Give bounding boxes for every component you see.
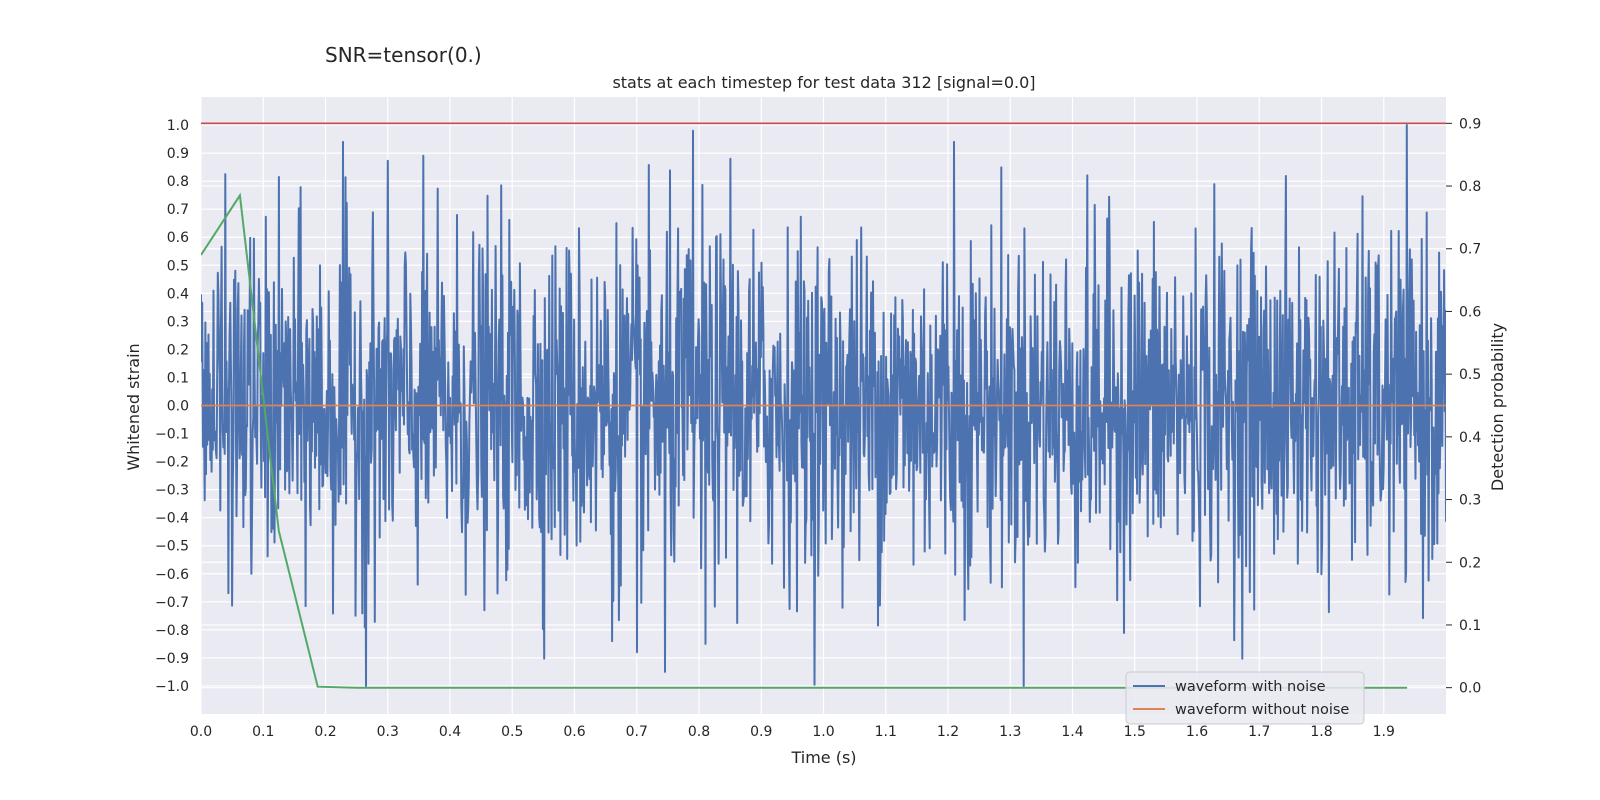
- y-tick-label-left: −0.9: [155, 651, 189, 667]
- legend: waveform with noise waveform without noi…: [1125, 671, 1365, 725]
- y-tick-label-right: 0.6: [1459, 304, 1481, 320]
- chart-title: stats at each timestep for test data 312…: [612, 73, 1035, 92]
- y-tick-label-left: −0.2: [155, 455, 189, 471]
- x-tick-label: 1.1: [875, 724, 897, 740]
- x-tick-label: 1.6: [1186, 724, 1208, 740]
- x-axis-label: Time (s): [790, 748, 856, 767]
- y-tick-label-left: −0.4: [155, 511, 189, 527]
- y-tick-label-left: −0.8: [155, 623, 189, 639]
- y-tick-label-right: 0.5: [1459, 367, 1481, 383]
- x-tick-label: 1.0: [812, 724, 834, 740]
- legend-label-clean: waveform without noise: [1175, 702, 1349, 718]
- suptitle: SNR=tensor(0.): [325, 43, 482, 67]
- x-tick-label: 1.2: [937, 724, 959, 740]
- x-tick-label: 1.5: [1124, 724, 1146, 740]
- series-detection-probability: [201, 192, 1408, 689]
- x-ticks: 0.0 0.1 0.2 0.3 0.4 0.5 0.6 0.7 0.8 0.9 1.0 1.1 1.2 1…: [190, 724, 1395, 740]
- y-axis-label-left: Whitened strain: [124, 343, 143, 470]
- x-tick-label: 1.7: [1248, 724, 1270, 740]
- x-tick-label: 0.5: [501, 724, 523, 740]
- y-tick-label-left: −0.6: [155, 567, 189, 583]
- x-tick-label: 0.4: [439, 724, 461, 740]
- y-tick-label-left: 0.2: [167, 342, 189, 358]
- legend-label-noisy: waveform with noise: [1175, 679, 1326, 695]
- y-tick-label-left: 0.5: [167, 258, 189, 274]
- y-tick-label-right: 0.4: [1459, 430, 1481, 446]
- x-tick-label: 0.9: [750, 724, 772, 740]
- x-tick-label: 1.4: [1061, 724, 1083, 740]
- y-tick-label-left: −1.0: [155, 679, 189, 695]
- y-tick-label-right: 0.8: [1459, 179, 1481, 195]
- series-waveform-with-noise: [201, 124, 1446, 687]
- y-tick-label-left: 0.7: [167, 202, 189, 218]
- y-tick-label-right: 0.3: [1459, 493, 1481, 509]
- y-tick-label-left: −0.1: [155, 427, 189, 443]
- y-tick-label-left: −0.7: [155, 595, 189, 611]
- x-tick-label: 0.6: [563, 724, 585, 740]
- y-tick-label-right: 0.0: [1459, 681, 1481, 697]
- y-tick-label-right: 0.2: [1459, 555, 1481, 571]
- legend-box: [1125, 671, 1365, 725]
- y-tick-label-left: 1.0: [167, 118, 189, 134]
- y-tick-label-right: 0.1: [1459, 618, 1481, 634]
- y-ticks-left: 1.0 0.9 0.8 0.7 0.6 0.5 0.4 0.3 0.2 0.1 0.0 −0.1 −0.…: [155, 118, 189, 695]
- y-tick-label-left: 0.3: [167, 314, 189, 330]
- x-tick-label: 0.3: [377, 724, 399, 740]
- x-tick-label: 0.7: [626, 724, 648, 740]
- x-tick-label: 0.0: [190, 724, 212, 740]
- x-tick-label: 1.8: [1310, 724, 1332, 740]
- y-tick-label-left: 0.9: [167, 146, 189, 162]
- x-tick-label: 1.9: [1373, 724, 1395, 740]
- x-tick-label: 0.8: [688, 724, 710, 740]
- x-tick-label: 0.1: [252, 724, 274, 740]
- y-ticks-right: 0.9 0.8 0.7 0.6 0.5 0.4 0.3 0.2 0.1 0.0: [1446, 116, 1481, 697]
- y-tick-label-left: −0.5: [155, 539, 189, 555]
- y-tick-label-left: 0.8: [167, 174, 189, 190]
- y-tick-label-left: −0.3: [155, 483, 189, 499]
- x-tick-label: 1.3: [999, 724, 1021, 740]
- y-tick-label-left: 0.6: [167, 230, 189, 246]
- plot-series: [201, 122, 1446, 689]
- y-tick-label-right: 0.9: [1459, 116, 1481, 132]
- y-tick-label-left: 0.1: [167, 370, 189, 386]
- y-tick-label-left: 0.4: [167, 286, 189, 302]
- y-tick-label-right: 0.7: [1459, 242, 1481, 258]
- y-axis-label-right: Detection probability: [1488, 323, 1507, 491]
- x-tick-label: 0.2: [314, 724, 336, 740]
- y-tick-label-left: 0.0: [167, 399, 189, 415]
